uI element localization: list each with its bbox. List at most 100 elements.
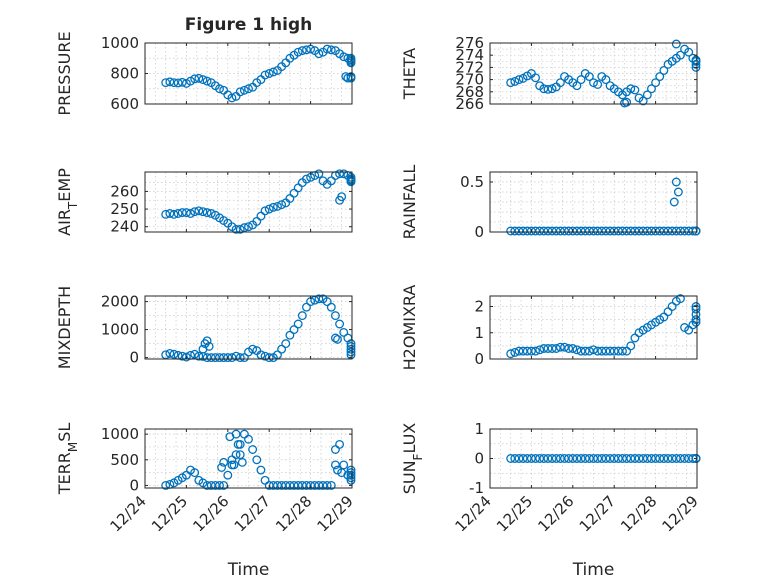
data-point [264, 480, 274, 490]
data-point [543, 454, 553, 463]
data-point [560, 226, 569, 236]
y-tick-label: 266 [455, 95, 484, 113]
data-point [518, 454, 528, 463]
data-point [535, 454, 545, 463]
y-tick-label: 2000 [101, 293, 139, 311]
data-point [609, 226, 619, 236]
data-point [584, 454, 594, 463]
data-point [346, 347, 356, 357]
data-point [235, 87, 245, 97]
data-point [339, 327, 349, 337]
y-tick-label: 260 [110, 182, 139, 200]
data-point [526, 454, 536, 463]
data-series-air-temp [161, 169, 356, 234]
data-point [306, 480, 316, 490]
data-point [260, 206, 270, 216]
data-point [215, 353, 224, 363]
data-point [626, 226, 636, 236]
data-point [613, 346, 623, 356]
data-point [535, 226, 545, 236]
data-point [663, 454, 673, 463]
data-point [514, 226, 524, 236]
data-point [622, 454, 632, 463]
data-point [622, 97, 632, 107]
data-series-h2omixra [506, 294, 701, 359]
data-point [510, 226, 520, 236]
data-point [543, 84, 553, 94]
data-point [281, 480, 291, 490]
y-axis-label: THETA [400, 48, 419, 100]
data-point [202, 353, 212, 363]
data-point [297, 46, 307, 56]
data-point [314, 49, 324, 59]
data-point [584, 226, 594, 236]
subplot-h2omixra: 0 1 2 H2OMIXRA [400, 285, 701, 371]
data-point [601, 346, 611, 356]
data-series-pressure [161, 44, 356, 103]
subplot-mixdepth: 0 1000 2000 MIXDEPTH [55, 286, 356, 369]
y-tick-label: 0 [474, 450, 484, 468]
data-point [601, 454, 611, 463]
data-point [169, 78, 179, 88]
data-point [330, 333, 340, 343]
data-point [555, 78, 565, 88]
y-tick-label: 800 [110, 65, 139, 83]
data-point [514, 454, 524, 463]
data-series-theta [506, 39, 701, 108]
data-point [194, 351, 204, 361]
data-series-terr-msl [161, 429, 356, 490]
data-point [547, 454, 557, 463]
data-point [186, 209, 195, 218]
data-point [539, 226, 549, 236]
data-point [522, 454, 532, 463]
y-tick-label: 0 [474, 223, 484, 241]
data-point [268, 202, 278, 212]
data-point [237, 457, 247, 467]
data-point [572, 345, 582, 355]
data-point [671, 177, 681, 187]
x-axis-label: Time [227, 560, 270, 580]
data-point [691, 62, 701, 72]
data-point [580, 226, 590, 236]
data-point [584, 72, 594, 81]
data-point [642, 226, 652, 236]
y-axis-label: H2OMIXRA [400, 285, 419, 371]
data-point [239, 223, 249, 233]
data-point [206, 353, 216, 363]
y-tick-label: 274 [455, 46, 484, 64]
data-point [576, 75, 586, 85]
data-point [647, 84, 656, 94]
data-point [506, 454, 516, 463]
y-tick-label: 1 [474, 420, 484, 438]
data-point [318, 480, 328, 490]
data-point [691, 56, 701, 66]
data-point [626, 341, 636, 351]
data-point [204, 341, 214, 351]
y-tick-label: 1000 [101, 34, 139, 52]
data-point [568, 454, 578, 463]
data-point [691, 302, 701, 311]
data-point [260, 70, 270, 80]
data-point [322, 297, 332, 307]
data-point [659, 65, 669, 75]
data-point [215, 480, 224, 490]
data-point [691, 454, 701, 463]
data-point [555, 226, 565, 236]
data-point [346, 468, 356, 478]
data-point [547, 226, 557, 236]
data-point [202, 336, 212, 346]
data-point [671, 454, 681, 463]
data-point [671, 226, 681, 236]
data-point [346, 339, 356, 349]
y-tick-label: -1 [469, 479, 484, 497]
data-point [547, 344, 557, 353]
data-point [634, 226, 644, 236]
data-point [335, 319, 345, 329]
data-point [642, 454, 652, 463]
data-point [691, 304, 701, 314]
data-point [190, 74, 200, 84]
data-point [593, 346, 603, 356]
data-point [663, 226, 673, 236]
data-point [248, 344, 258, 354]
data-point [181, 208, 191, 218]
